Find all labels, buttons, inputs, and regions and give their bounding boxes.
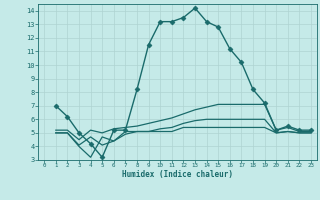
- X-axis label: Humidex (Indice chaleur): Humidex (Indice chaleur): [122, 170, 233, 179]
